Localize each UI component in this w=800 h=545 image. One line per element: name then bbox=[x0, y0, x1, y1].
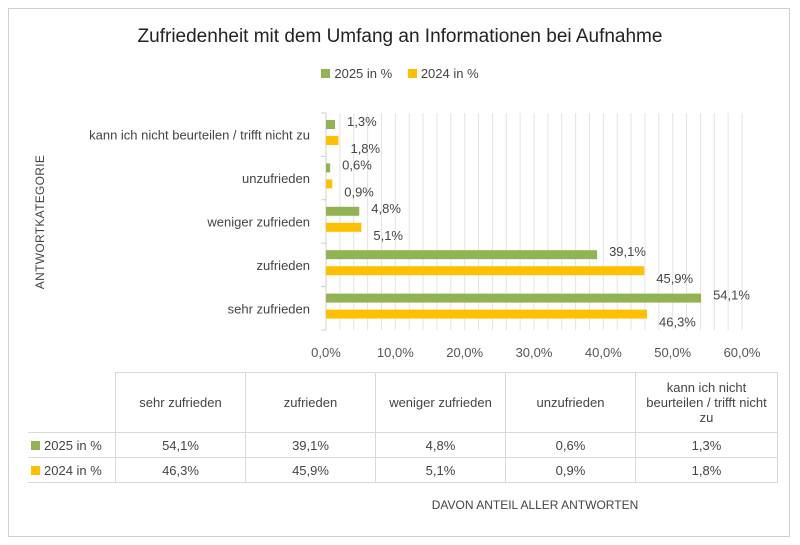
legend-label: 2025 in % bbox=[334, 66, 393, 81]
category-label: sehr zufrieden bbox=[228, 301, 310, 316]
chart-title: Zufriedenheit mit dem Umfang an Informat… bbox=[137, 26, 663, 47]
bar bbox=[326, 266, 645, 276]
chart-frame bbox=[8, 8, 790, 537]
bar bbox=[326, 222, 362, 232]
bar bbox=[326, 293, 702, 303]
data-label: 45,9% bbox=[656, 271, 693, 286]
data-label: 46,3% bbox=[659, 315, 696, 330]
x-tick-label: 40,0% bbox=[585, 345, 622, 360]
table-cell: 1,3% bbox=[635, 432, 778, 458]
table-header: kann ich nicht beurteilen / trifft nicht… bbox=[635, 372, 778, 433]
data-table: sehr zufrieden zufrieden weniger zufried… bbox=[28, 372, 778, 483]
bar bbox=[326, 206, 360, 216]
data-label: 39,1% bbox=[609, 244, 646, 259]
x-tick-label: 50,0% bbox=[654, 345, 691, 360]
table-cell: 4,8% bbox=[375, 432, 506, 458]
table-header: unzufrieden bbox=[505, 372, 636, 433]
table-cell: 39,1% bbox=[245, 432, 376, 458]
legend: 2025 in % 2024 in % bbox=[0, 66, 800, 81]
data-label: 5,1% bbox=[373, 228, 403, 243]
legend-swatch bbox=[407, 69, 417, 78]
table-cell: 0,9% bbox=[505, 457, 636, 483]
legend-item-2024: 2024 in % bbox=[407, 66, 479, 81]
table-row-2024: 2024 in % 46,3% 45,9% 5,1% 0,9% 1,8% bbox=[28, 457, 778, 483]
category-label: unzufrieden bbox=[242, 171, 310, 186]
table-cell: 0,6% bbox=[505, 432, 636, 458]
bar bbox=[326, 120, 336, 129]
row-label: 2025 in % bbox=[28, 432, 116, 458]
category-label: weniger zufrieden bbox=[206, 215, 310, 230]
table-cell: 5,1% bbox=[375, 457, 506, 483]
x-tick-label: 20,0% bbox=[446, 345, 483, 360]
bar bbox=[326, 136, 339, 145]
legend-item-2025: 2025 in % bbox=[321, 66, 392, 81]
row-label: 2024 in % bbox=[28, 457, 116, 483]
data-label: 4,8% bbox=[371, 201, 401, 216]
legend-label: 2024 in % bbox=[420, 66, 479, 81]
table-header: weniger zufrieden bbox=[375, 372, 506, 433]
data-label: 1,8% bbox=[350, 141, 380, 156]
table-cell: 45,9% bbox=[245, 457, 376, 483]
table-cell: 1,8% bbox=[635, 457, 778, 483]
x-tick-label: 30,0% bbox=[516, 345, 553, 360]
legend-swatch bbox=[321, 69, 331, 78]
bar bbox=[326, 309, 648, 319]
bar bbox=[326, 250, 598, 260]
table-header: zufrieden bbox=[245, 372, 376, 433]
table-header: sehr zufrieden bbox=[115, 372, 246, 433]
table-row-2025: 2025 in % 54,1% 39,1% 4,8% 0,6% 1,3% bbox=[28, 432, 778, 458]
table-cell: 46,3% bbox=[115, 457, 246, 483]
bar bbox=[326, 179, 333, 189]
table-corner bbox=[28, 372, 116, 433]
data-label: 54,1% bbox=[713, 288, 750, 303]
category-label: kann ich nicht beurteilen / trifft nicht… bbox=[89, 128, 310, 143]
x-tick-label: 60,0% bbox=[724, 345, 761, 360]
table-cell: 54,1% bbox=[115, 432, 246, 458]
x-axis-title: DAVON ANTEIL ALLER ANTWORTEN bbox=[431, 498, 639, 512]
data-label: 0,9% bbox=[344, 184, 374, 199]
data-label: 0,6% bbox=[342, 157, 372, 172]
category-label: zufrieden bbox=[257, 258, 310, 273]
x-tick-label: 10,0% bbox=[377, 345, 414, 360]
bar bbox=[326, 163, 331, 173]
data-label: 1,3% bbox=[347, 114, 377, 129]
x-tick-label: 0,0% bbox=[311, 345, 341, 360]
